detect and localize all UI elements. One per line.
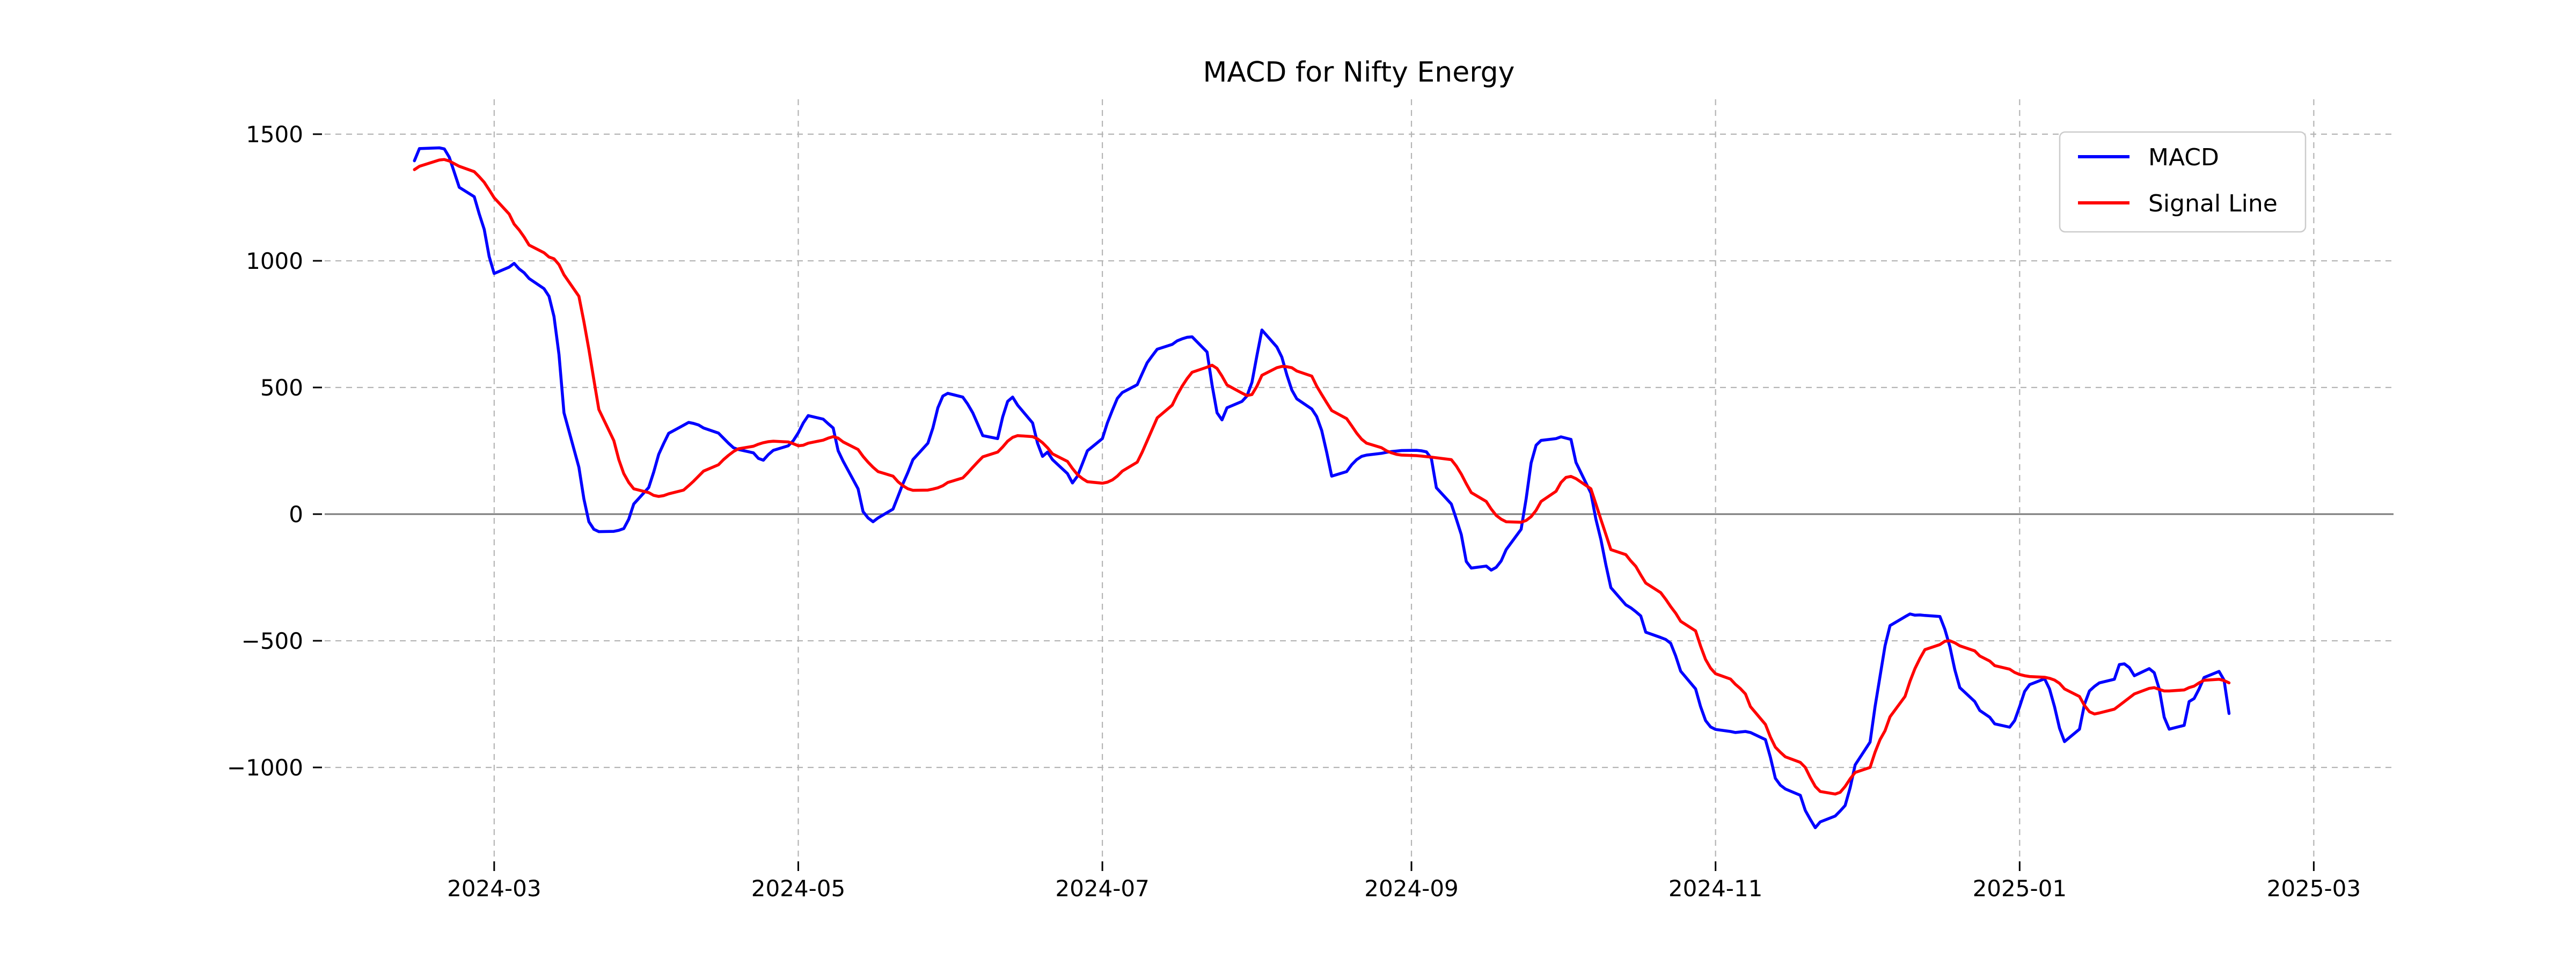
legend-label-signal-line: Signal Line [2148, 190, 2278, 217]
x-tick-label: 2025-01 [1973, 875, 2067, 902]
axis-layer: 1500 1000 500 0 −500 −1000 2024-03 2024-05 2024-… [227, 121, 2361, 902]
y-tick-label: 0 [289, 501, 303, 528]
y-tick-label: −1000 [227, 755, 303, 781]
x-tick-label: 2025-03 [2267, 875, 2361, 902]
series-layer [413, 146, 2231, 830]
chart-title: MACD for Nifty Energy [1203, 56, 1515, 89]
y-tick-label: 500 [260, 375, 303, 401]
y-tick-label: 1000 [246, 248, 303, 274]
x-tick-label: 2024-09 [1364, 875, 1459, 902]
legend: MACD Signal Line [2059, 131, 2307, 233]
signal-line-line [413, 158, 2231, 796]
y-tick-label: −500 [241, 628, 303, 654]
grid-layer [325, 99, 2394, 861]
x-tick-label: 2024-11 [1668, 875, 1763, 902]
legend-label-macd: MACD [2148, 144, 2219, 171]
x-tick-label: 2024-05 [751, 875, 846, 902]
y-tick-label: 1500 [246, 121, 303, 148]
macd-line [413, 146, 2231, 830]
x-tick-label: 2024-03 [447, 875, 541, 902]
x-tick-label: 2024-07 [1055, 875, 1150, 902]
